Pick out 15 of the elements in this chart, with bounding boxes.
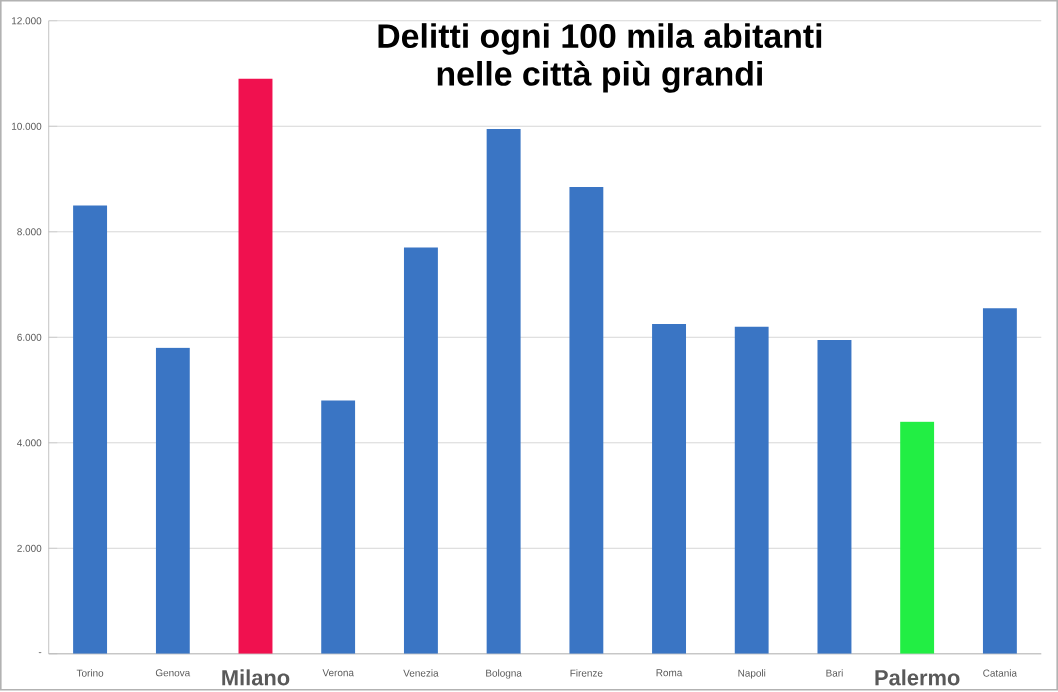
- bar: [569, 186, 604, 654]
- bar: [238, 78, 273, 654]
- text: Delitti ogni 100 mila abitanti nelle città più grandi: [378, 23, 822, 93]
- bar: [982, 308, 1017, 654]
- bar: [817, 339, 852, 654]
- bar: [321, 400, 356, 654]
- bar: [652, 324, 687, 654]
- bar: [155, 347, 190, 654]
- bar: [900, 421, 935, 654]
- bar: [403, 247, 438, 654]
- bar: [73, 205, 108, 654]
- x-tick-label: Milano: [222, 669, 290, 686]
- x-tick-label: Palermo: [875, 669, 960, 686]
- bar: [486, 128, 521, 654]
- bar: [734, 326, 769, 654]
